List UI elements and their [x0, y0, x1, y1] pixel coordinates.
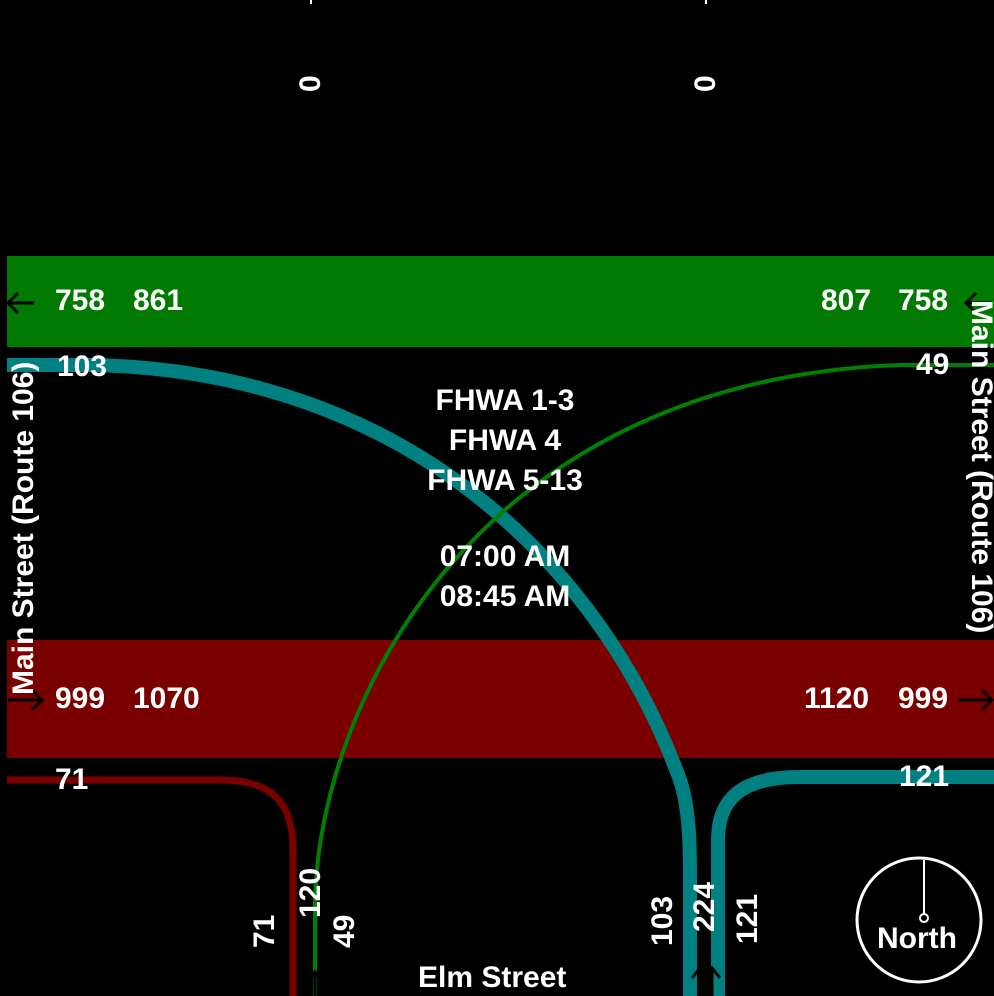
compass-label: North	[877, 922, 957, 955]
eastbound-band	[7, 256, 994, 347]
arrow-left-red	[8, 688, 45, 712]
approach-count-d: 103	[646, 895, 679, 946]
compass-icon	[855, 856, 983, 984]
red-left-b: 1070	[133, 682, 200, 715]
turn-count-right-upper: 49	[916, 348, 950, 381]
arrow-left-green	[5, 291, 34, 315]
arrow-right-red	[958, 688, 994, 712]
red-right-b: 999	[898, 682, 949, 715]
turn-count-left-lower: 71	[55, 763, 89, 796]
green-left-a: 758	[55, 284, 106, 317]
top-count-left: 0	[294, 75, 327, 92]
teal-flow-left-to-south	[7, 358, 697, 996]
center-line-2: FHWA 4	[448, 424, 562, 457]
green-flow-south-to-east	[313, 363, 994, 996]
green-right-a: 807	[821, 284, 872, 317]
street-left: Main Street (Route 106)	[7, 361, 40, 695]
top-count-right: 0	[689, 75, 722, 92]
red-flow-west-to-south	[7, 776, 297, 996]
westbound-band	[7, 640, 994, 758]
street-bottom: Elm Street	[418, 961, 567, 994]
teal-flow-right-to-south	[711, 770, 994, 996]
approach-count-f: 121	[731, 893, 764, 944]
center-line-1: FHWA 1-3	[435, 384, 575, 417]
turn-count-right-lower: 121	[899, 760, 950, 793]
street-right: Main Street (Route 106)	[965, 300, 994, 634]
time-end: 08:45 AM	[439, 580, 571, 613]
approach-count-c: 49	[328, 914, 361, 948]
center-line-3: FHWA 5-13	[427, 464, 583, 497]
approach-count-b: 120	[294, 867, 327, 918]
approach-count-a: 71	[248, 914, 281, 948]
approach-count-e: 224	[688, 881, 721, 932]
arrow-south-up-3	[306, 969, 324, 996]
time-start: 07:00 AM	[439, 540, 571, 573]
green-right-b: 758	[898, 284, 949, 317]
arrow-south-up-2	[702, 965, 722, 996]
green-left-b: 861	[133, 284, 184, 317]
north-compass: North	[855, 856, 983, 984]
turn-count-left-upper: 103	[57, 350, 108, 383]
arrow-right-green	[963, 291, 992, 315]
red-right-a: 1120	[804, 682, 870, 715]
red-left-a: 999	[55, 682, 106, 715]
